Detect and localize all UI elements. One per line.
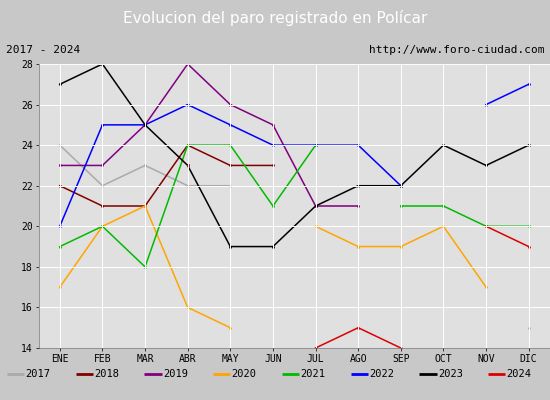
- Text: Evolucion del paro registrado en Polícar: Evolucion del paro registrado en Polícar: [123, 10, 427, 26]
- Text: 2017 - 2024: 2017 - 2024: [6, 45, 80, 55]
- Text: http://www.foro-ciudad.com: http://www.foro-ciudad.com: [369, 45, 544, 55]
- Text: 2023: 2023: [438, 369, 463, 379]
- Text: 2024: 2024: [507, 369, 532, 379]
- Text: 2018: 2018: [94, 369, 119, 379]
- Text: 2019: 2019: [163, 369, 188, 379]
- Text: 2021: 2021: [300, 369, 326, 379]
- Text: 2017: 2017: [25, 369, 51, 379]
- Text: 2020: 2020: [232, 369, 257, 379]
- Text: 2022: 2022: [369, 369, 394, 379]
